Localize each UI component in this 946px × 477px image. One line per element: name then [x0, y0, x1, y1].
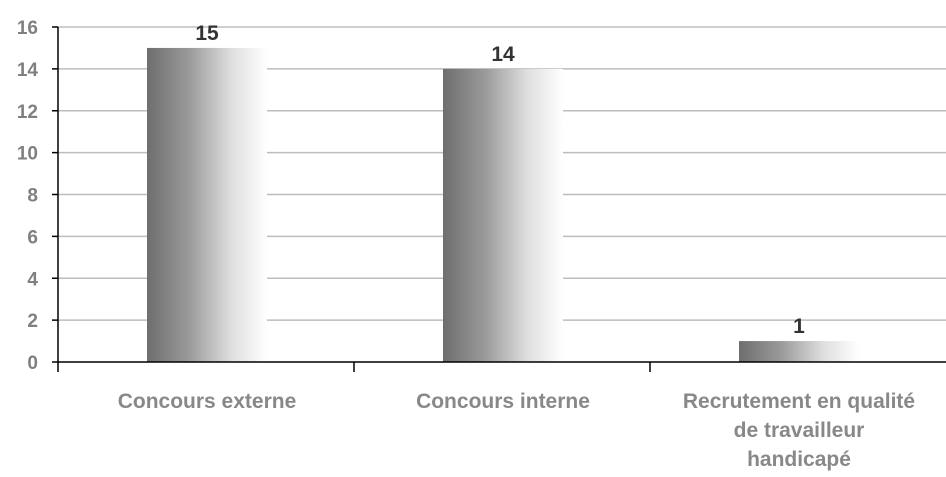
x-tick-label-line: de travailleur: [734, 419, 865, 442]
x-tick-label-line: Recrutement en qualité: [683, 390, 915, 413]
data-label: 1: [793, 315, 805, 338]
x-tick-label-line: handicapé: [747, 448, 851, 471]
data-labels: 15 14 1: [195, 22, 805, 338]
y-tick-label: 2: [27, 311, 38, 332]
y-tick-label: 10: [17, 144, 38, 165]
y-tick-label: 8: [27, 186, 38, 207]
x-tick-label: Recrutement en qualité de travailleur hand…: [683, 390, 915, 471]
bars: [147, 47, 859, 362]
data-label: 14: [491, 43, 515, 66]
y-tick-label: 12: [17, 102, 38, 123]
y-axis-ticks: 0 2 4 6 8 10 12 14 16: [17, 18, 58, 374]
bar: [147, 47, 267, 362]
x-tick-label-line: Concours externe: [118, 390, 297, 413]
y-tick-label: 0: [27, 353, 38, 374]
x-tick-label: Concours interne: [416, 390, 590, 413]
data-label: 15: [195, 22, 219, 45]
bar: [739, 341, 859, 362]
bar: [443, 68, 563, 362]
y-tick-label: 14: [17, 60, 39, 81]
y-tick-label: 6: [27, 227, 38, 248]
x-axis-labels: Concours externe Concours interne Recrutem…: [118, 390, 915, 471]
y-tick-label: 16: [17, 18, 38, 39]
x-tick-label: Concours externe: [118, 390, 297, 413]
x-tick-label-line: Concours interne: [416, 390, 590, 413]
y-tick-label: 4: [27, 269, 38, 290]
